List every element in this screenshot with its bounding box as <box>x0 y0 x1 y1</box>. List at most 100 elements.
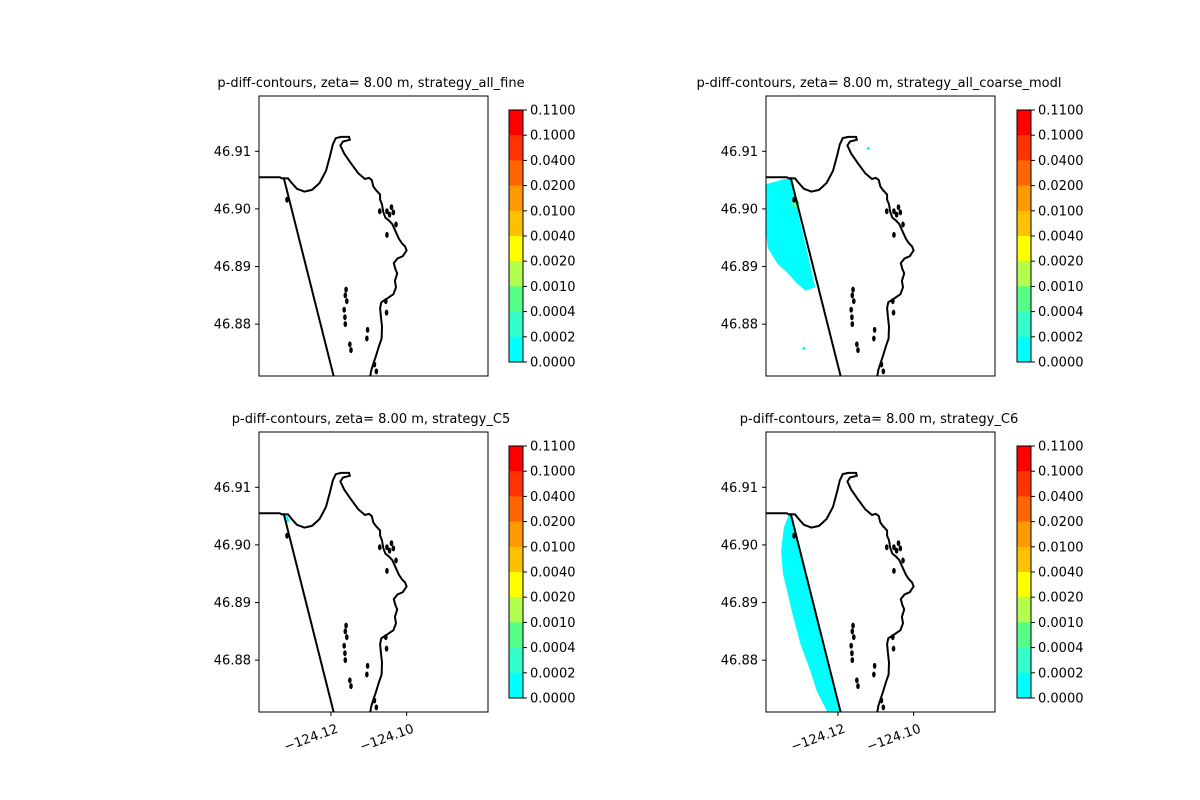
island-contour <box>881 704 886 711</box>
colorbar-tick-label: 0.0400 <box>1038 154 1084 169</box>
island-contour <box>384 309 389 316</box>
coastline <box>766 135 915 376</box>
colorbar-tick-label: 0.0000 <box>1038 692 1084 707</box>
colorbar-tick-label: 0.0020 <box>1038 591 1084 606</box>
colorbar-tick-label: 0.0400 <box>530 490 576 505</box>
island-contour <box>898 545 903 552</box>
colorbar-tick-label: 0.0020 <box>530 591 576 606</box>
island-contour <box>348 677 352 684</box>
colorbar-tick-label: 0.0100 <box>530 540 576 555</box>
island-contour <box>881 368 886 375</box>
axes-frame <box>765 95 996 377</box>
colorbar-tick-label: 0.1100 <box>530 440 576 455</box>
island-contour <box>385 231 389 238</box>
island-contour <box>343 314 347 321</box>
island-contour <box>344 622 348 629</box>
island-contour <box>384 298 388 305</box>
island-contour <box>377 544 382 551</box>
island-contour <box>892 567 896 574</box>
colorbar-segment <box>509 311 523 338</box>
y-tick-label: 46.88 <box>214 318 251 333</box>
colorbar-tick-label: 0.0000 <box>530 356 576 371</box>
colorbar-tick-label: 0.0004 <box>530 305 576 320</box>
plot-content <box>766 471 915 712</box>
island-contour <box>849 306 853 313</box>
island-contour <box>891 309 896 316</box>
colorbar-tick-label: 0.1000 <box>530 465 576 480</box>
subplot-title: p-diff-contours, zeta= 8.00 m, strategy_… <box>232 412 510 427</box>
island-contour <box>343 292 348 299</box>
colorbar-tick-label: 0.0200 <box>1038 515 1084 530</box>
island-contour <box>892 544 896 551</box>
colorbar-segment <box>509 471 523 497</box>
colorbar: 0.1100 0.1000 0.0400 0.0200 0.0100 0.0040 0.00… <box>1016 440 1084 707</box>
island-contour <box>850 314 854 321</box>
colorbar: 0.1100 0.1000 0.0400 0.0200 0.0100 0.0040 0.00… <box>508 104 576 371</box>
colorbar-tick-label: 0.0200 <box>1038 179 1084 194</box>
island-contour <box>348 341 352 348</box>
diff-speck <box>802 346 806 350</box>
colorbar-segment <box>509 521 523 548</box>
colorbar-tick-label: 0.0200 <box>530 515 576 530</box>
island-contour <box>851 622 855 629</box>
colorbar-segment <box>509 135 523 161</box>
colorbar-tick-label: 0.0004 <box>530 641 576 656</box>
y-tick-label: 46.90 <box>214 202 251 217</box>
colorbar-segment <box>509 597 523 623</box>
y-tick-label: 46.91 <box>214 481 251 496</box>
island-contour <box>365 335 369 342</box>
island-contour <box>394 221 398 228</box>
colorbar-segment <box>1017 110 1031 136</box>
colorbar-tick-label: 0.0004 <box>1038 641 1084 656</box>
axes-frame <box>258 95 489 377</box>
colorbar-segment <box>509 496 523 523</box>
axes-frame <box>258 431 489 713</box>
subplot-title: p-diff-contours, zeta= 8.00 m, strategy_… <box>740 412 1018 427</box>
island-contour <box>343 321 348 328</box>
colorbar-tick-label: 0.1100 <box>530 104 576 119</box>
colorbar-tick-label: 0.0400 <box>1038 490 1084 505</box>
island-contour <box>374 368 379 375</box>
subplot-title: p-diff-contours, zeta= 8.00 m, strategy_… <box>217 76 524 91</box>
colorbar-tick-label: 0.0100 <box>1038 540 1084 555</box>
island-contour <box>898 209 903 216</box>
island-contour <box>387 547 392 554</box>
coastline <box>766 471 915 712</box>
colorbar-tick-label: 0.0020 <box>1038 255 1084 270</box>
island-contour <box>365 662 370 669</box>
plot-content <box>259 135 408 376</box>
colorbar-segment <box>1017 572 1031 598</box>
diff-region <box>781 513 841 712</box>
island-contour <box>851 286 855 293</box>
island-contour <box>894 211 899 218</box>
colorbar-tick-label: 0.0100 <box>1038 204 1084 219</box>
island-contour <box>792 196 796 203</box>
spit-coastline <box>789 176 842 376</box>
island-contour <box>343 650 347 657</box>
island-contour <box>391 209 396 216</box>
island-contour <box>792 532 796 539</box>
island-contour <box>349 347 353 354</box>
colorbar-segment <box>1017 521 1031 548</box>
x-tick-label: −124.10 <box>865 722 923 755</box>
y-tick-label: 46.89 <box>721 260 758 275</box>
island-contour <box>345 298 349 305</box>
island-contour <box>879 361 884 368</box>
y-tick-label: 46.89 <box>214 596 251 611</box>
island-contour <box>385 567 389 574</box>
x-tick-label: −124.10 <box>358 722 416 755</box>
island-contour <box>385 208 389 215</box>
colorbar: 0.1100 0.1000 0.0400 0.0200 0.0100 0.0040 0.00… <box>1016 104 1084 371</box>
colorbar-segment <box>1017 647 1031 674</box>
y-tick-label: 46.88 <box>214 654 251 669</box>
spit-coastline <box>789 512 842 712</box>
island-contour <box>855 341 859 348</box>
island-contour <box>365 326 370 333</box>
island-contour <box>389 204 394 211</box>
island-contour <box>389 540 394 547</box>
island-contour <box>891 634 895 641</box>
y-tick-label: 46.89 <box>721 596 758 611</box>
colorbar-segment <box>509 446 523 472</box>
island-contour <box>884 544 889 551</box>
